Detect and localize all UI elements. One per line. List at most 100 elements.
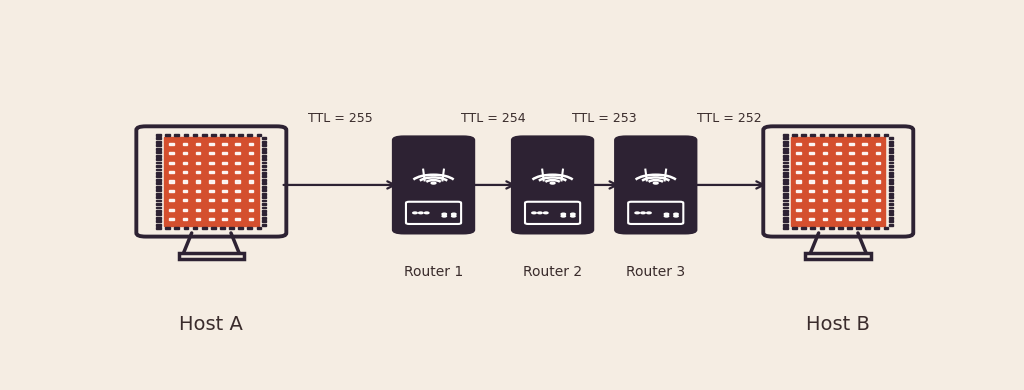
Circle shape — [544, 212, 548, 214]
Bar — [822, 199, 827, 201]
Text: Host B: Host B — [806, 315, 870, 334]
Bar — [783, 141, 787, 143]
Bar — [849, 181, 854, 183]
FancyBboxPatch shape — [614, 135, 697, 234]
Bar — [797, 181, 801, 183]
Bar — [262, 141, 266, 143]
Bar — [783, 220, 787, 222]
Circle shape — [635, 212, 639, 214]
Bar — [262, 179, 266, 181]
Bar — [209, 190, 214, 192]
Bar — [874, 134, 880, 136]
Bar — [797, 152, 801, 154]
Bar — [849, 190, 854, 192]
Bar — [809, 143, 814, 145]
Bar — [783, 162, 787, 163]
Bar — [849, 199, 854, 201]
Bar — [822, 209, 827, 211]
Bar — [209, 152, 214, 154]
Bar — [809, 171, 814, 173]
Bar — [209, 199, 214, 201]
Bar — [797, 171, 801, 173]
Bar — [783, 193, 787, 195]
Bar — [249, 181, 253, 183]
Bar — [236, 171, 241, 173]
Bar — [182, 152, 187, 154]
Bar — [222, 218, 227, 220]
Bar — [222, 143, 227, 145]
Bar — [157, 227, 161, 229]
Bar — [169, 181, 174, 183]
Bar — [157, 158, 161, 160]
Bar — [783, 144, 787, 146]
Circle shape — [674, 213, 678, 215]
Bar — [889, 183, 893, 184]
Bar — [802, 134, 806, 136]
Bar — [884, 134, 888, 136]
Bar — [836, 190, 841, 192]
Bar — [262, 155, 266, 156]
Text: TTL = 255: TTL = 255 — [308, 112, 373, 125]
Bar — [889, 155, 893, 156]
Bar — [862, 162, 867, 164]
Bar — [889, 172, 893, 174]
Text: Router 3: Router 3 — [627, 265, 685, 279]
Bar — [889, 220, 893, 222]
Bar — [262, 193, 266, 195]
Bar — [809, 152, 814, 154]
Bar — [157, 176, 161, 177]
Bar — [874, 227, 880, 229]
Bar — [797, 190, 801, 192]
Circle shape — [531, 212, 537, 214]
Circle shape — [452, 213, 456, 215]
Bar — [809, 218, 814, 220]
Bar — [822, 171, 827, 173]
Bar — [822, 152, 827, 154]
Bar — [836, 218, 841, 220]
Bar — [236, 181, 241, 183]
Bar — [262, 138, 266, 139]
Bar — [836, 199, 841, 201]
Bar — [209, 162, 214, 164]
Bar — [169, 209, 174, 211]
Bar — [222, 152, 227, 154]
Bar — [236, 152, 241, 154]
Bar — [783, 158, 787, 160]
Bar — [196, 143, 201, 145]
Bar — [236, 199, 241, 201]
FancyBboxPatch shape — [406, 202, 461, 224]
Bar — [889, 148, 893, 150]
Bar — [157, 220, 161, 222]
Bar — [262, 151, 266, 153]
Bar — [889, 213, 893, 215]
Bar — [828, 134, 834, 136]
Circle shape — [561, 213, 565, 215]
Bar — [157, 203, 161, 205]
Bar — [783, 176, 787, 177]
Bar — [262, 210, 266, 212]
Bar — [178, 253, 244, 259]
Bar — [157, 196, 161, 198]
Bar — [249, 218, 253, 220]
Bar — [249, 199, 253, 201]
Bar — [889, 200, 893, 202]
Bar — [889, 193, 893, 195]
Bar — [862, 143, 867, 145]
Bar — [262, 207, 266, 208]
Bar — [783, 148, 787, 150]
Bar — [876, 209, 881, 211]
Bar — [810, 134, 815, 136]
Bar — [182, 171, 187, 173]
Bar — [248, 227, 252, 229]
Bar — [262, 217, 266, 219]
Bar — [836, 143, 841, 145]
Bar — [783, 183, 787, 184]
Bar — [889, 176, 893, 177]
Circle shape — [561, 215, 565, 217]
Bar — [182, 162, 187, 164]
Bar — [889, 168, 893, 170]
Bar — [783, 155, 787, 156]
Bar — [889, 144, 893, 146]
Text: TTL = 254: TTL = 254 — [461, 112, 525, 125]
Bar — [889, 179, 893, 181]
